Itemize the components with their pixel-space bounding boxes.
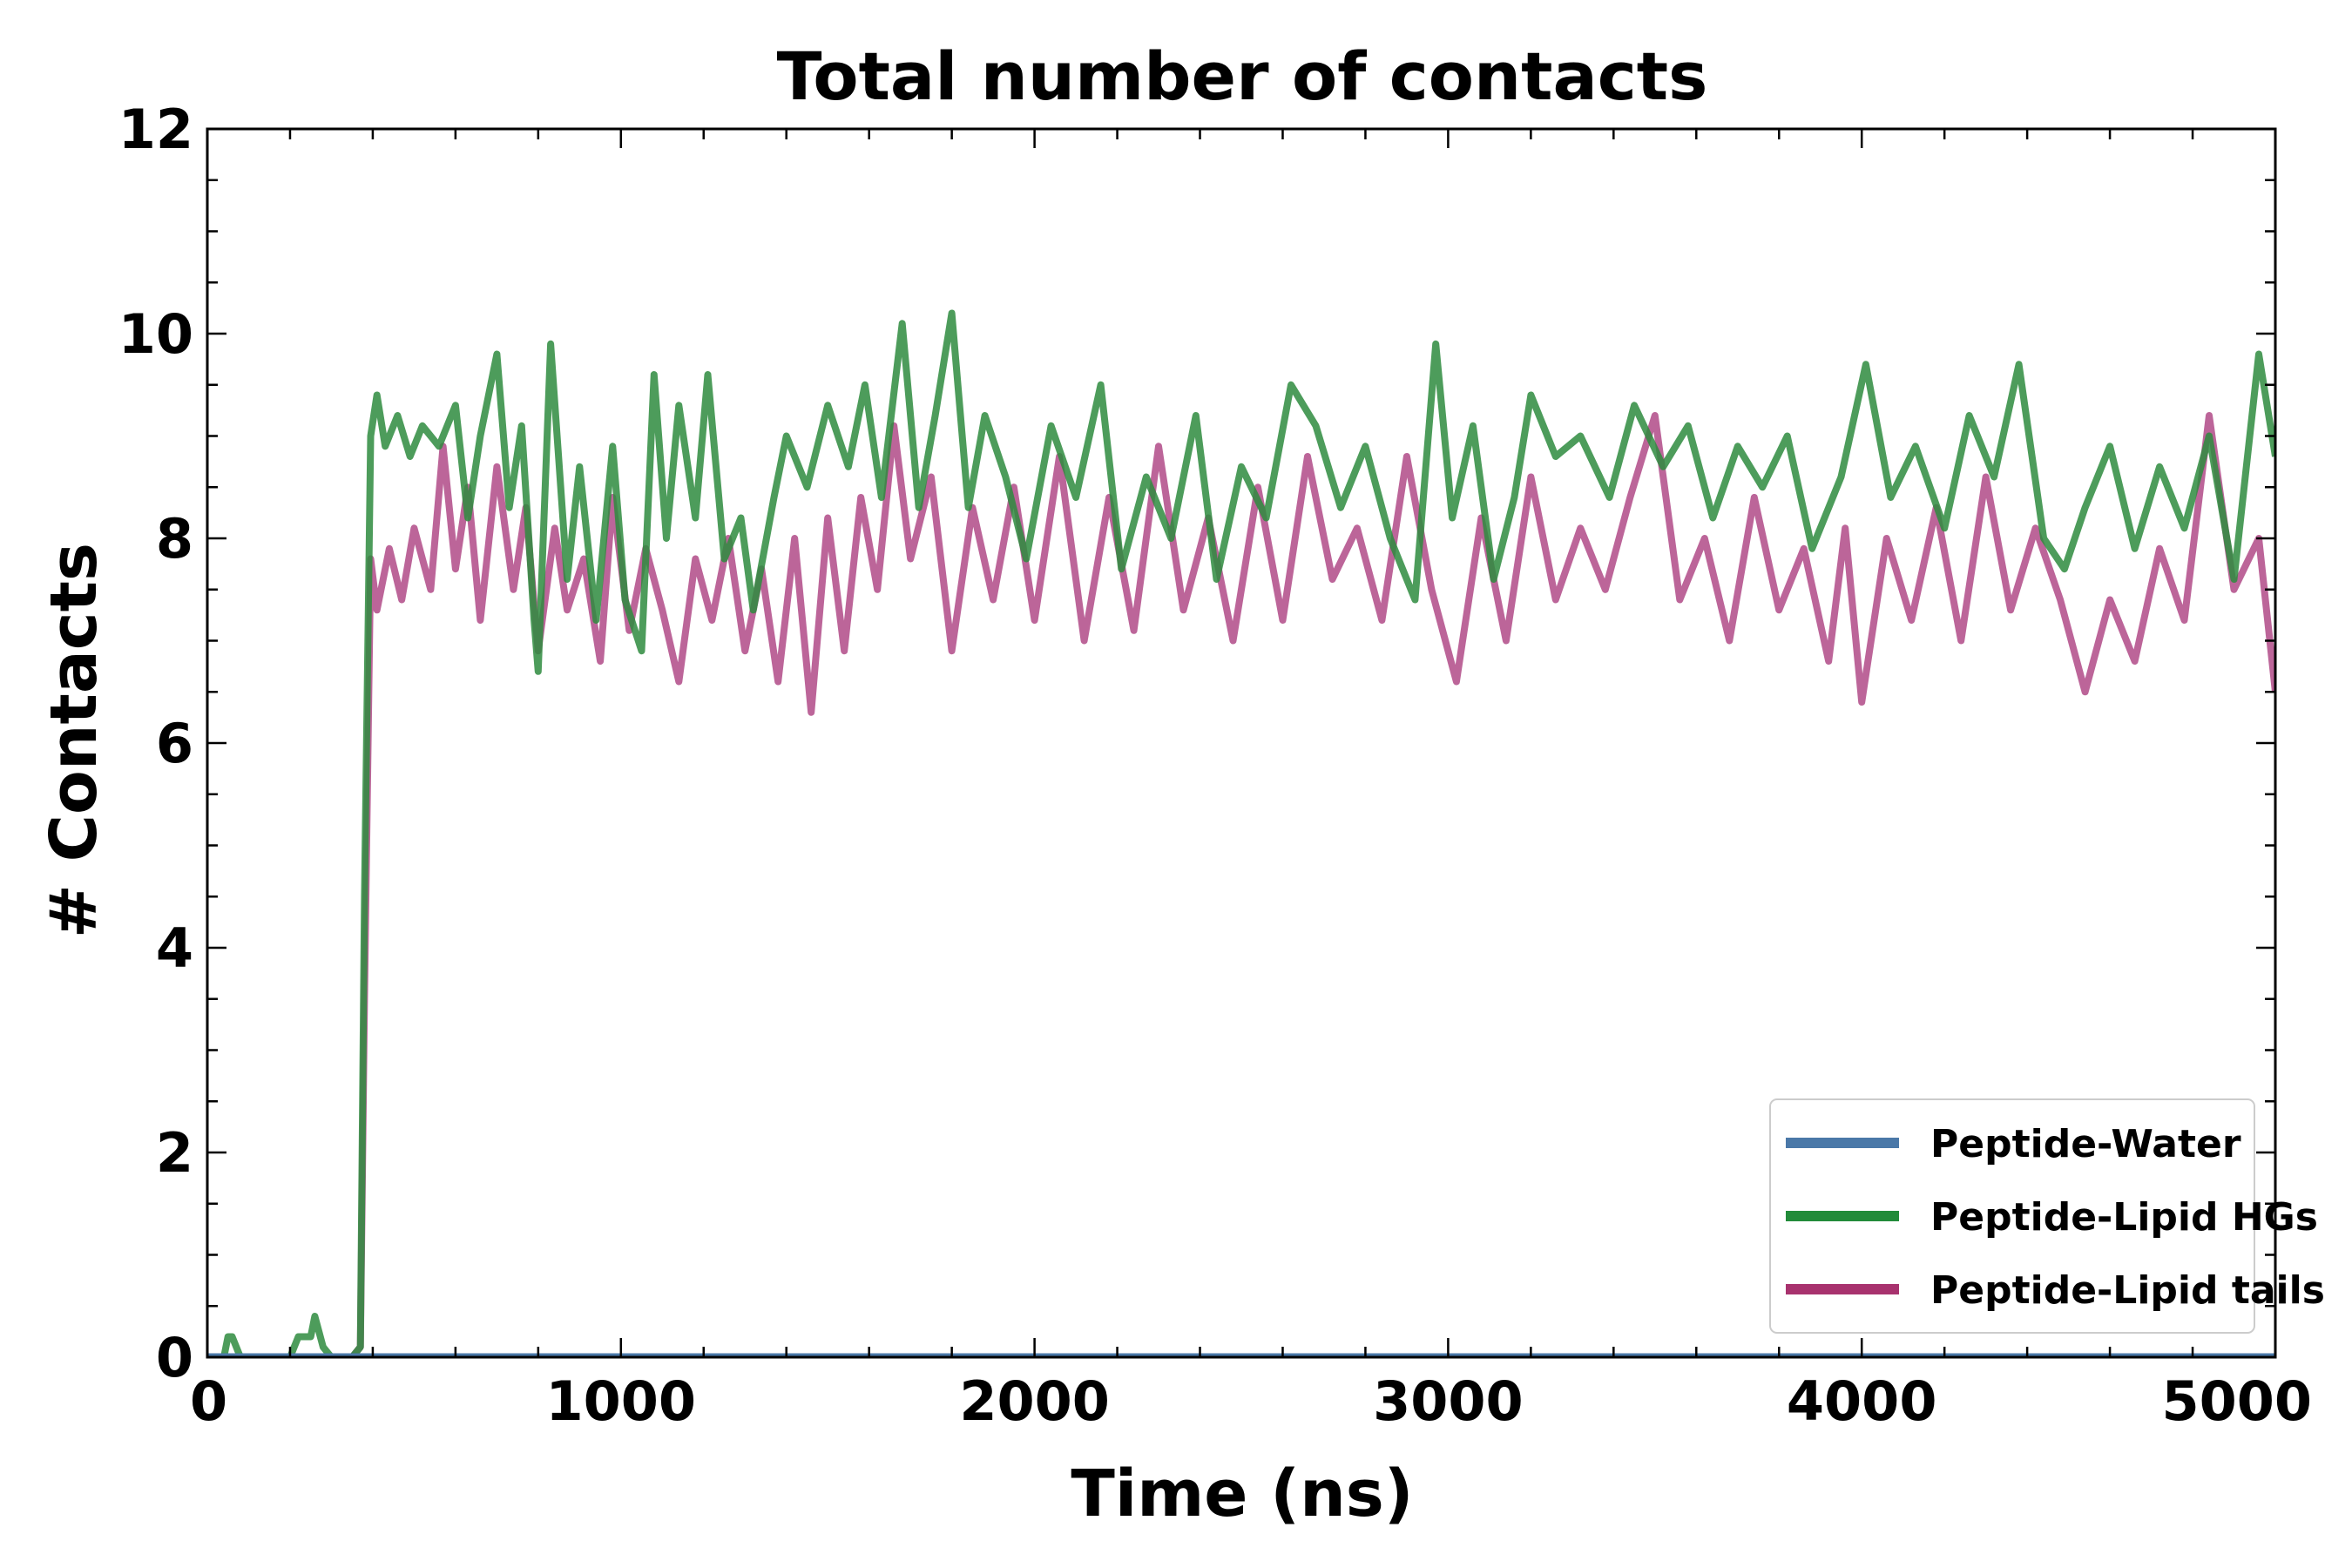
y-tick-label: 6 <box>156 712 193 775</box>
legend-entry-label: Peptide-Lipid tails <box>1930 1268 2325 1313</box>
y-tick-label: 8 <box>156 507 193 571</box>
legend-entry-label: Peptide-Lipid HGs <box>1930 1195 2318 1240</box>
chart-title: Total number of contacts <box>777 37 1708 115</box>
legend-box <box>1769 1098 2255 1334</box>
y-tick-label: 0 <box>156 1326 193 1389</box>
legend-entry-label: Peptide-Water <box>1930 1122 2241 1166</box>
x-tick-label: 0 <box>190 1369 227 1433</box>
series-group <box>207 309 2275 1357</box>
y-tick-label: 4 <box>156 916 193 980</box>
ticks-group <box>206 127 2277 1359</box>
series-line-peptide-lipid-hgs <box>207 309 2275 1357</box>
x-tick-label: 3000 <box>1373 1369 1524 1433</box>
x-tick-label: 1000 <box>546 1369 697 1433</box>
x-tick-label: 5000 <box>2161 1369 2312 1433</box>
y-tick-label: 10 <box>118 302 193 366</box>
x-tick-label: 4000 <box>1787 1369 1937 1433</box>
x-tick-label: 2000 <box>959 1369 1110 1433</box>
y-tick-label: 2 <box>156 1121 193 1185</box>
x-axis-label: Time (ns) <box>1071 1456 1413 1531</box>
tick-labels-group: 0 1000 2000 3000 4000 5000 0 2 4 6 8 10 12 <box>118 98 2312 1433</box>
y-axis-label: # Contacts <box>37 543 112 938</box>
legend: Peptide-Water Peptide-Lipid HGs Peptide-Li… <box>1769 1098 2325 1334</box>
y-tick-label: 12 <box>118 98 193 161</box>
